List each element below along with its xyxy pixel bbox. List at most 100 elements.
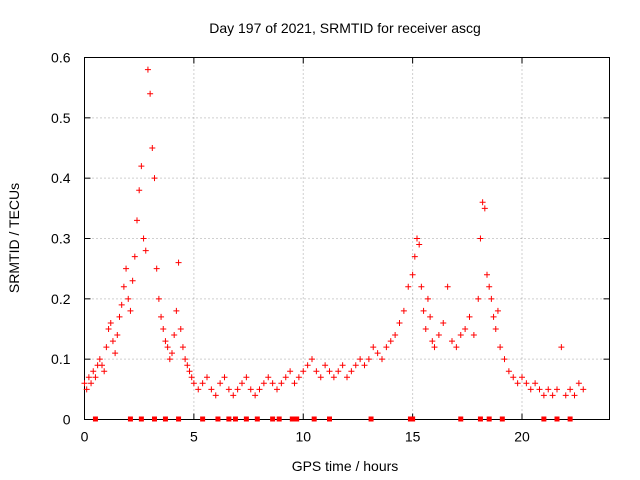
data-point [339, 362, 346, 369]
data-point [466, 313, 473, 320]
data-point [125, 295, 132, 302]
data-point [151, 175, 158, 182]
data-point [462, 326, 469, 332]
y-tick-label: 0.6 [51, 50, 71, 66]
data-point [510, 374, 517, 381]
x-tick-label: 5 [190, 429, 198, 445]
y-tick-label: 0.2 [51, 291, 71, 307]
data-point [282, 374, 289, 381]
data-point [440, 319, 447, 326]
data-point [575, 380, 582, 387]
data-point [204, 374, 210, 381]
data-point [177, 326, 184, 332]
data-point [278, 380, 285, 387]
data-point [492, 326, 499, 332]
gap-marker [554, 416, 560, 422]
gap-marker [567, 416, 573, 422]
data-point [171, 332, 178, 339]
data-points [81, 66, 587, 422]
data-point [449, 338, 455, 345]
gap-marker [499, 416, 505, 422]
data-point [562, 392, 569, 399]
data-point [234, 386, 241, 393]
data-point [344, 374, 350, 381]
gap-marker [226, 416, 232, 422]
y-axis-label: SRMTID / TECUs [6, 183, 22, 293]
y-tick-label: 0.4 [51, 170, 71, 186]
data-point [411, 253, 418, 260]
y-tick-label: 0.5 [51, 110, 71, 126]
gap-marker [215, 416, 221, 422]
plot-frame [84, 57, 610, 420]
gap-marker [152, 416, 157, 422]
data-point [453, 344, 460, 351]
data-point [162, 338, 169, 345]
x-tick-label: 10 [295, 429, 311, 445]
data-point [414, 235, 420, 242]
data-point [83, 386, 90, 393]
data-point [265, 374, 272, 381]
data-point [357, 356, 364, 363]
data-point [540, 392, 547, 399]
data-point [383, 344, 390, 351]
data-point [532, 380, 539, 387]
data-point [199, 380, 206, 387]
data-point [88, 380, 95, 387]
data-point [558, 344, 565, 351]
data-point [422, 326, 429, 332]
gap-marker [243, 416, 249, 422]
data-point [105, 326, 112, 332]
gap-marker [127, 416, 133, 422]
data-point [370, 344, 377, 351]
data-point [118, 301, 125, 308]
data-point [109, 338, 116, 345]
data-point [127, 307, 134, 314]
data-point [567, 386, 574, 393]
data-point [166, 356, 173, 363]
data-point [184, 362, 191, 369]
data-point [260, 380, 267, 387]
gap-marker [200, 416, 206, 422]
data-point [85, 374, 92, 381]
y-tick-label: 0.3 [51, 231, 71, 247]
data-point [212, 392, 219, 399]
data-point [418, 283, 425, 290]
data-point [387, 338, 394, 345]
gap-marker [477, 416, 483, 422]
data-point [580, 386, 587, 393]
data-point [101, 368, 108, 375]
data-point [488, 295, 495, 302]
data-point [536, 386, 543, 393]
data-point [545, 386, 552, 393]
data-point [182, 356, 189, 363]
data-point [494, 307, 501, 314]
data-point [392, 332, 399, 339]
data-point [429, 338, 436, 345]
gap-marker [289, 416, 295, 422]
data-point [475, 295, 482, 302]
data-point [317, 374, 324, 381]
data-point [291, 380, 298, 387]
data-point [400, 307, 407, 314]
data-point [243, 374, 250, 381]
data-point [405, 283, 412, 290]
data-point [208, 386, 215, 393]
data-point [416, 241, 423, 248]
data-point [129, 277, 136, 284]
data-point [505, 368, 512, 375]
y-tick-label: 0 [63, 412, 71, 428]
data-point [352, 362, 359, 369]
data-point [186, 368, 193, 375]
data-point [326, 368, 333, 375]
data-point [420, 307, 427, 314]
data-point [571, 392, 578, 399]
gap-marker [327, 416, 332, 422]
gap-marker [311, 416, 317, 422]
data-point [444, 283, 451, 290]
data-point [365, 356, 372, 363]
data-point [155, 295, 162, 302]
data-point [256, 386, 263, 393]
data-point [149, 145, 156, 151]
data-point [287, 368, 294, 375]
